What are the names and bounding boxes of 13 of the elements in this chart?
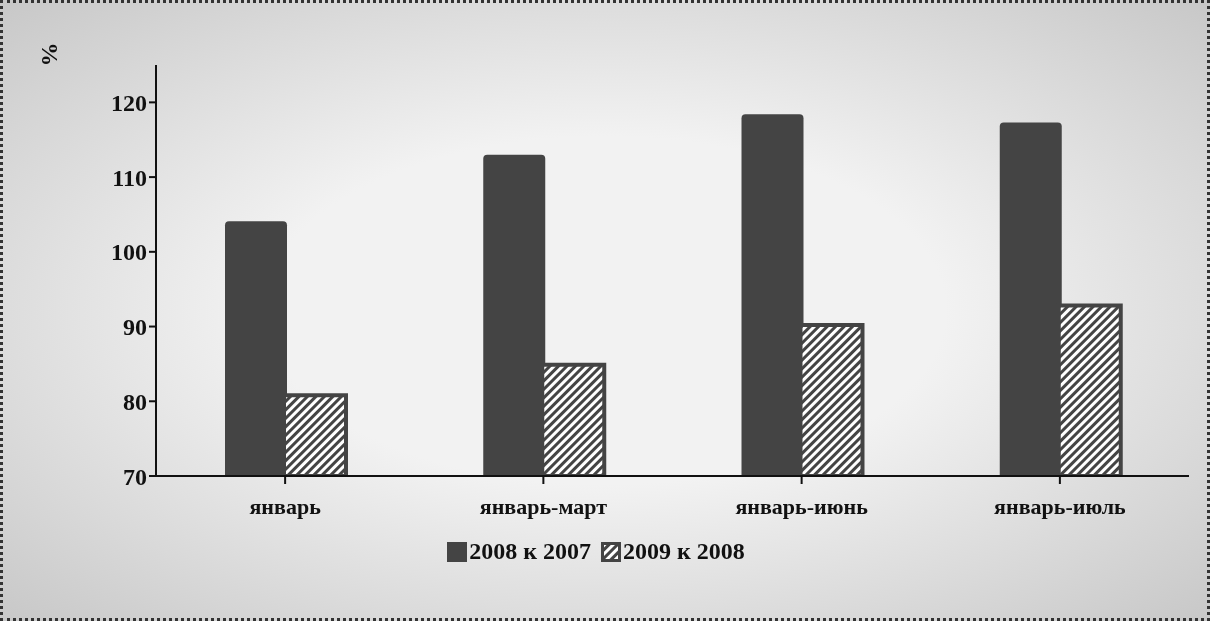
x-tick-label: январь (249, 493, 322, 519)
y-tick-label: 120 (111, 89, 147, 116)
y-tick-label: 100 (111, 239, 147, 266)
legend-label: 2009 к 2008 (623, 538, 745, 565)
legend-label: 2008 к 2007 (469, 538, 591, 565)
y-tick-label: 70 (123, 463, 147, 490)
x-tick-label: январь-март (479, 493, 608, 519)
y-tick-label: 110 (112, 164, 147, 191)
x-tick-label: январь-июль (994, 493, 1127, 519)
x-tick-label: январь-июнь (735, 493, 869, 519)
y-tick-label: 90 (123, 314, 147, 341)
y-axis-title: % (35, 42, 63, 67)
y-tick-label: 80 (123, 388, 147, 415)
